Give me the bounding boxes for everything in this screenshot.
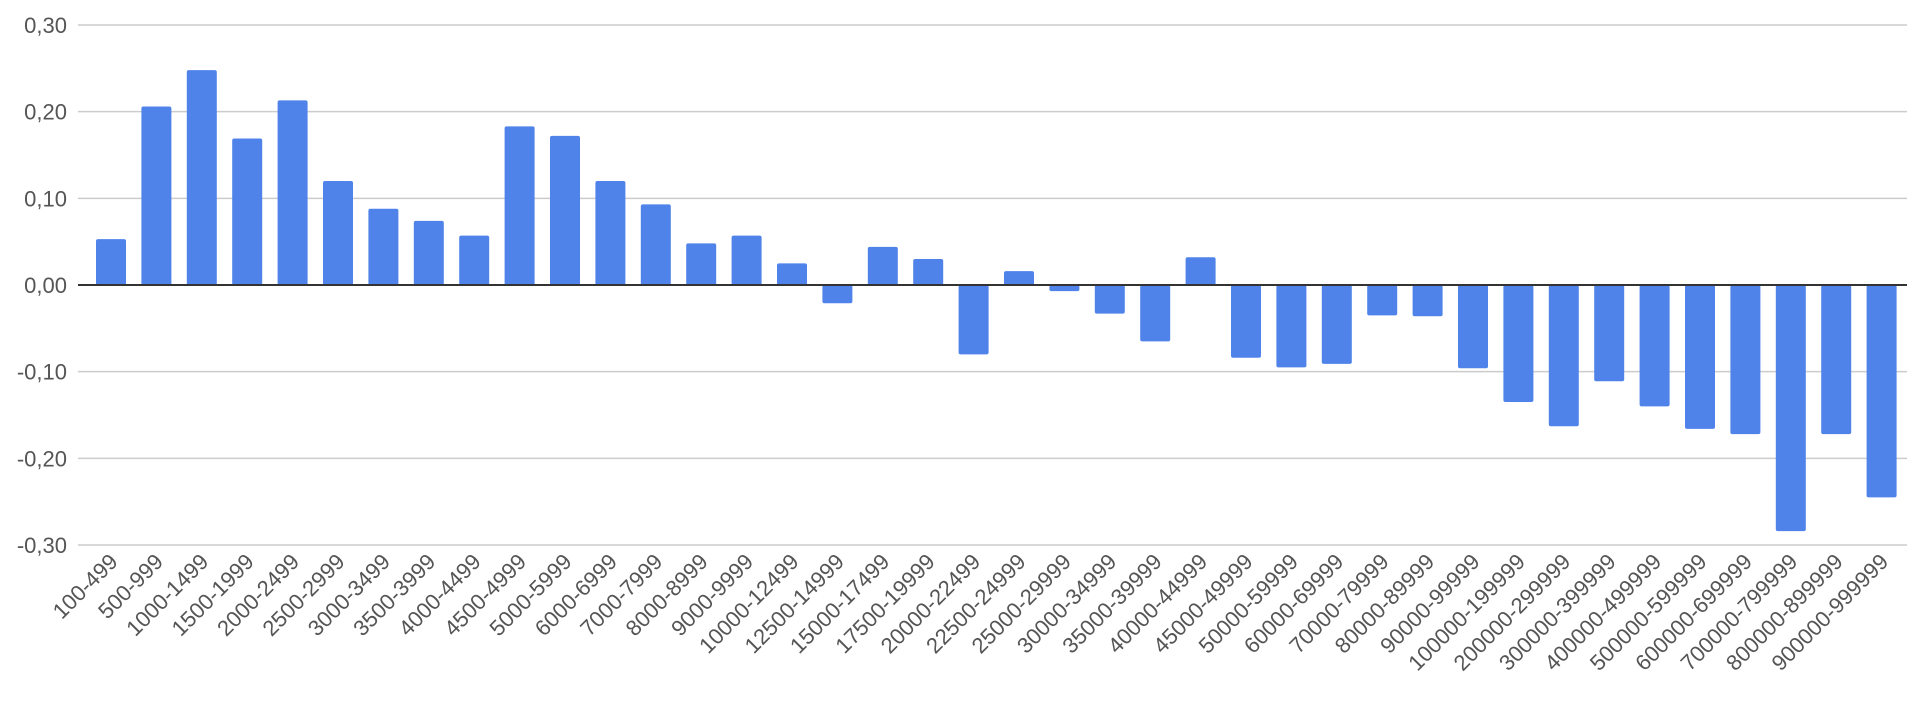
bar: [504, 126, 535, 286]
y-tick-label: 0,10: [24, 186, 67, 211]
bar: [1049, 285, 1080, 292]
bar: [277, 100, 308, 286]
bar: [459, 235, 490, 285]
bar: [1458, 285, 1488, 369]
bar: [822, 285, 853, 304]
y-tick-label: -0,30: [17, 533, 67, 558]
bar: [1730, 285, 1761, 435]
bar: [1231, 285, 1261, 358]
bar: [1503, 285, 1534, 402]
bar: [1775, 285, 1806, 532]
bar: [777, 263, 807, 285]
y-tick-label: 0,00: [24, 273, 67, 298]
bar: [1367, 285, 1398, 316]
y-tick-label: 0,20: [24, 100, 67, 125]
bar: [323, 181, 353, 285]
bars: [96, 70, 1897, 532]
bar: [1185, 257, 1216, 285]
bar: [686, 243, 717, 285]
bar: [1004, 271, 1034, 285]
bar: [731, 235, 762, 285]
bar: [1639, 285, 1670, 407]
bar: [913, 259, 944, 285]
bar: [1866, 285, 1897, 498]
bar: [413, 220, 444, 285]
bar: [1321, 285, 1352, 364]
bar: [96, 239, 126, 285]
bar: [958, 285, 989, 355]
bar: [1685, 285, 1715, 429]
bar: [1140, 285, 1171, 342]
bar: [550, 135, 580, 285]
bar: [640, 204, 671, 285]
x-axis-ticks: 100-499500-9991000-14991500-19992000-249…: [48, 549, 1893, 676]
grid-lines: [78, 24, 1907, 546]
bar: [1094, 285, 1125, 314]
bar: [141, 106, 172, 285]
bar: [1594, 285, 1625, 382]
y-axis-ticks: 0,30 0,20 0,10 0,00 -0,10 -0,20 -0,30: [17, 13, 67, 558]
bar: [867, 246, 898, 285]
bar: [368, 208, 399, 285]
y-tick-label: -0,20: [17, 446, 67, 471]
bar: [1548, 285, 1579, 427]
bar: [1821, 285, 1852, 435]
bar: [1412, 285, 1443, 317]
bar: [595, 181, 626, 285]
y-tick-label: -0,10: [17, 360, 67, 385]
y-tick-label: 0,30: [24, 13, 67, 38]
bar: [1276, 285, 1307, 368]
bar: [186, 70, 217, 285]
bar: [232, 138, 263, 285]
